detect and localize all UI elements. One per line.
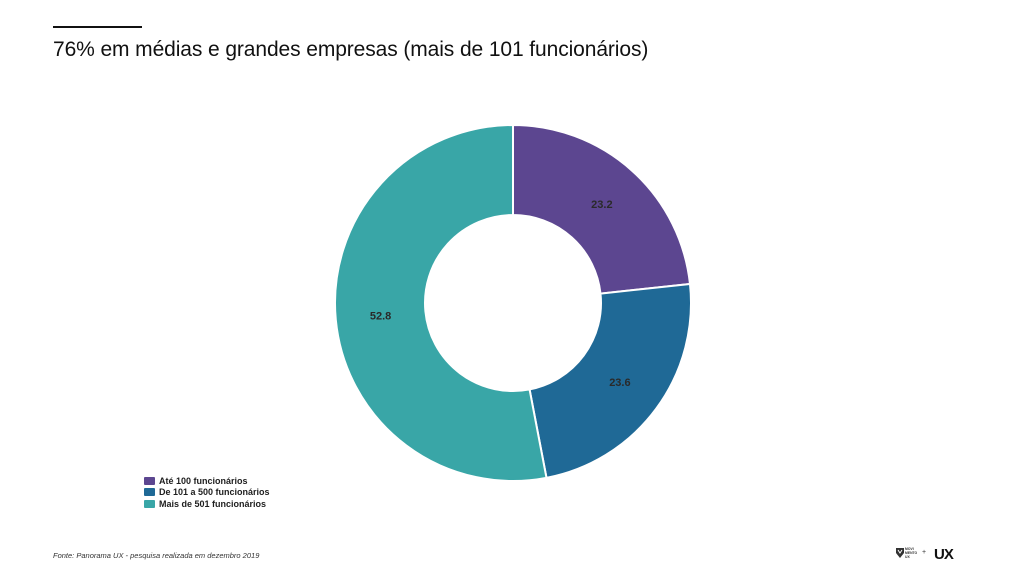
logo-plus: +: [922, 549, 927, 556]
legend-item-ate-100: Até 100 funcionários: [144, 475, 270, 487]
source-note: Fonte: Panorama UX - pesquisa realizada …: [53, 551, 260, 560]
legend-item-101-500: De 101 a 500 funcionários: [144, 487, 270, 499]
legend-item-mais-501: Mais de 501 funcionários: [144, 498, 270, 510]
donut-slice-0: [512, 123, 692, 295]
legend-label: Até 100 funcionários: [159, 475, 248, 486]
title-rule: [53, 26, 142, 28]
data-label-2: 52.8: [370, 311, 391, 323]
page-title: 76% em médias e grandes empresas (mais d…: [53, 38, 649, 61]
legend-label: Mais de 501 funcionários: [159, 498, 267, 509]
donut-slice-1: [528, 282, 692, 479]
legend-swatch: [144, 488, 155, 497]
logo-ux: UX: [934, 546, 954, 563]
chart-legend: Até 100 funcionários De 101 a 500 funcio…: [144, 475, 270, 510]
data-label-1: 23.6: [609, 377, 630, 389]
data-label-0: 23.2: [591, 199, 612, 211]
brand-logo: MOVI MENTO UX + UX: [896, 546, 958, 564]
donut-slice-2: [334, 123, 548, 482]
shield-icon: [896, 548, 904, 558]
legend-swatch: [144, 476, 155, 485]
legend-swatch: [144, 499, 155, 508]
logo-wordmark: MOVI MENTO UX: [905, 547, 918, 559]
legend-label: De 101 a 500 funcionários: [159, 487, 270, 498]
